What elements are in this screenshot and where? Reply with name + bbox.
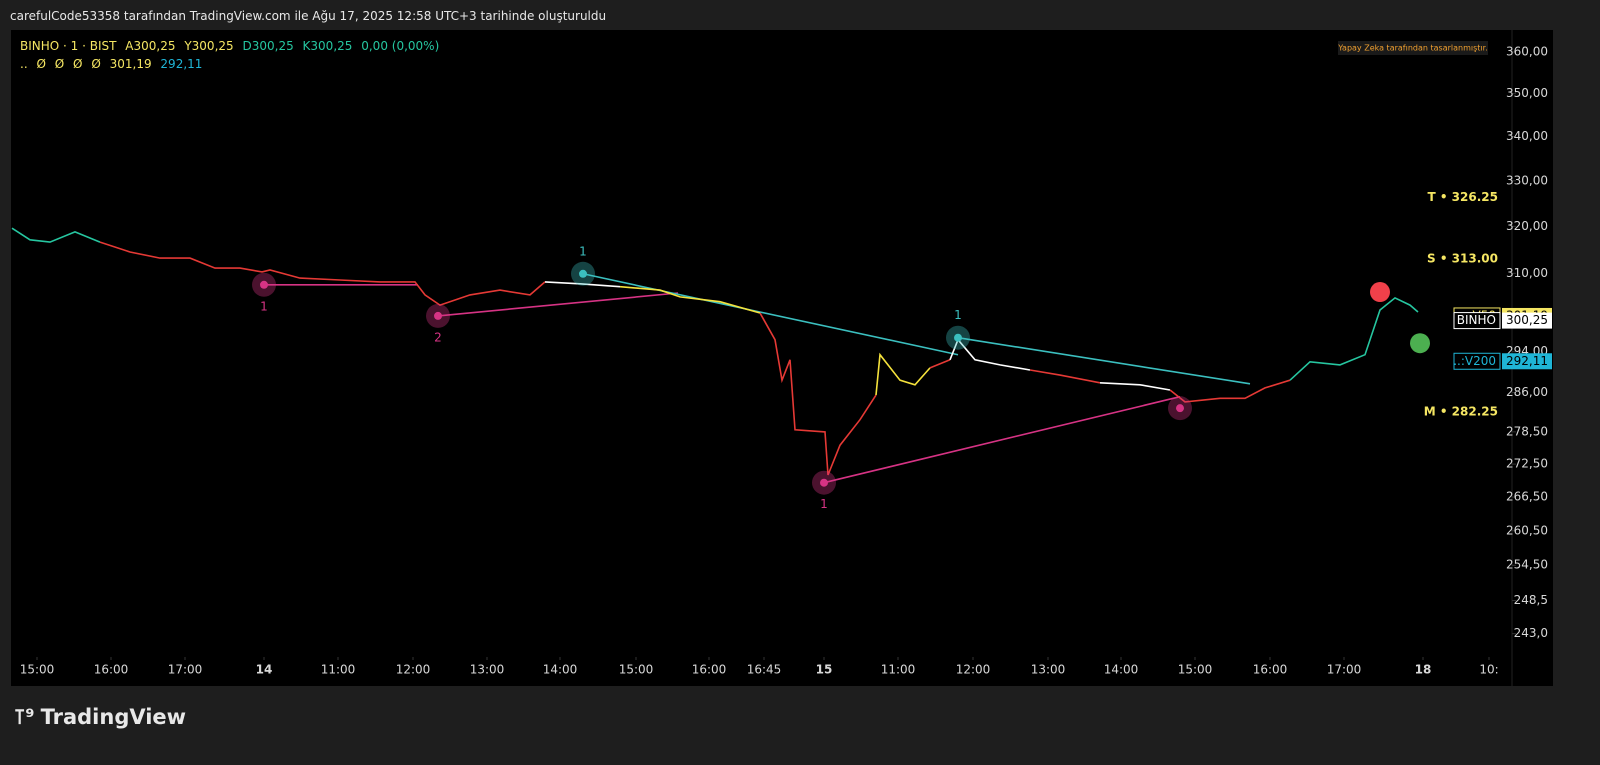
- badge-bg: [1338, 41, 1488, 55]
- legend-field: A300,25: [125, 39, 176, 53]
- y-tick-label: 243,0: [1514, 626, 1548, 640]
- x-tick-label: 12:00: [956, 663, 991, 677]
- legend: BINHO · 1 · BIST A300,25 Y300,25 D300,25…: [20, 39, 444, 53]
- price-line: [544, 281, 621, 288]
- x-tick-label: 14:00: [543, 663, 578, 677]
- pivot-label: 2: [434, 330, 442, 344]
- signal: [1370, 282, 1390, 303]
- x-tick-label: 13:00: [1031, 663, 1066, 677]
- legend-field: Ø: [54, 57, 65, 71]
- pivot: [434, 311, 442, 320]
- pivot-label: 1: [579, 244, 587, 258]
- price-level-label: T • 326.25: [1427, 190, 1498, 204]
- x-tick-label: 14: [256, 663, 273, 677]
- y-tick-label: 340,00: [1506, 129, 1548, 143]
- price-line: [949, 338, 1031, 371]
- price-level-label: M • 282.25: [1424, 405, 1498, 419]
- legend-field: 292,11: [160, 57, 203, 71]
- y-tick-label: 330,00: [1506, 173, 1548, 187]
- pivot: [260, 280, 268, 289]
- x-tick-label: 16:00: [692, 663, 727, 677]
- tag-name-bg: [1453, 352, 1501, 370]
- pivot: [1176, 404, 1184, 413]
- tag-name: ..:V200: [1453, 354, 1496, 368]
- brand-logo: ⊺⁹: [14, 705, 35, 729]
- pivot-label: 1: [820, 497, 828, 511]
- x-tick-label: 15:00: [1178, 663, 1213, 677]
- tag-value-bg: [1502, 312, 1552, 329]
- tag-name-bg: [1453, 312, 1501, 330]
- brand-name: TradingView: [40, 705, 187, 729]
- y-tick-label: 266,50: [1506, 490, 1548, 504]
- x-tick-label: 18: [1415, 663, 1432, 677]
- legend-field: 301,19: [109, 57, 152, 71]
- price-line: [1099, 382, 1171, 391]
- legend-line2: .. Ø Ø Ø Ø 301,19 292,11: [20, 57, 207, 71]
- y-tick-label: 286,00: [1506, 385, 1548, 399]
- tag-value-bg: [1502, 353, 1552, 370]
- x-tick-label: 15:00: [20, 663, 55, 677]
- x-tick-label: 13:00: [470, 663, 505, 677]
- y-tick-label: 272,50: [1506, 457, 1548, 471]
- price-line: [11, 227, 101, 243]
- x-tick-label: 17:00: [1327, 663, 1362, 677]
- pivot: [954, 333, 962, 342]
- x-tick-label: 15:00: [619, 663, 654, 677]
- x-tick-label: 11:00: [321, 663, 356, 677]
- legend-field: Ø: [36, 57, 46, 71]
- pivot: [820, 478, 828, 487]
- tag-value: 300,25: [1506, 313, 1548, 327]
- badge: Yapay Zeka tarafından tasarlanmıştır.: [1337, 44, 1487, 53]
- price-line: [759, 312, 877, 476]
- legend-field: Ø: [91, 57, 101, 71]
- price-line: [929, 359, 951, 369]
- legend-field: ..: [20, 57, 28, 71]
- y-tick-label: 254,50: [1506, 558, 1548, 572]
- trendline: [823, 395, 1181, 484]
- pivot-label: 1: [954, 308, 962, 322]
- legend-field: Ø: [73, 57, 83, 71]
- legend-symbol: BINHO · 1 · BIST: [20, 39, 117, 53]
- legend-field: K300,25: [302, 39, 353, 53]
- price-line: [619, 285, 761, 314]
- legend-field: 0,00 (0,00%): [361, 39, 440, 53]
- tag-value: 292,11: [1506, 354, 1548, 368]
- x-tick-label: 11:00: [881, 663, 916, 677]
- x-tick-label: 10:: [1479, 663, 1498, 677]
- tag-name: BINHO: [1457, 313, 1496, 327]
- y-tick-label: 278,50: [1506, 424, 1548, 438]
- header-title: carefulCode53358 tarafından TradingView.…: [10, 9, 607, 23]
- y-tick-label: 360,00: [1506, 45, 1548, 59]
- y-tick-label: 260,50: [1506, 523, 1548, 537]
- pivot: [579, 269, 587, 278]
- y-tick-label: 248,5: [1514, 593, 1548, 607]
- y-tick-label: 310,00: [1506, 266, 1548, 280]
- legend-field: D300,25: [242, 39, 294, 53]
- trendline: [437, 292, 679, 317]
- chart-bg: [11, 30, 1553, 686]
- legend-field: Y300,25: [184, 39, 234, 53]
- price-level-label: S • 313.00: [1427, 252, 1498, 266]
- price-line: [1289, 296, 1419, 381]
- x-tick-label: 16:00: [1253, 663, 1288, 677]
- x-tick-label: 14:00: [1104, 663, 1139, 677]
- x-tick-label: 12:00: [396, 663, 431, 677]
- x-tick-label: 16:00: [94, 663, 129, 677]
- x-tick-label: 15: [816, 663, 833, 677]
- price-line: [1029, 369, 1101, 384]
- trendline: [582, 272, 959, 356]
- x-tick-label: 16:45: [747, 663, 782, 677]
- signal: [1410, 333, 1430, 354]
- brand: ⊺⁹ TradingView: [14, 705, 186, 729]
- pivot-label: 1: [260, 299, 268, 313]
- x-tick-label: 17:00: [168, 663, 203, 677]
- price-line: [875, 352, 931, 396]
- y-tick-label: 320,00: [1506, 219, 1548, 233]
- price-line: [99, 241, 546, 306]
- price-line: [1169, 379, 1291, 403]
- y-tick-label: 350,00: [1506, 86, 1548, 100]
- trendline: [957, 336, 1251, 385]
